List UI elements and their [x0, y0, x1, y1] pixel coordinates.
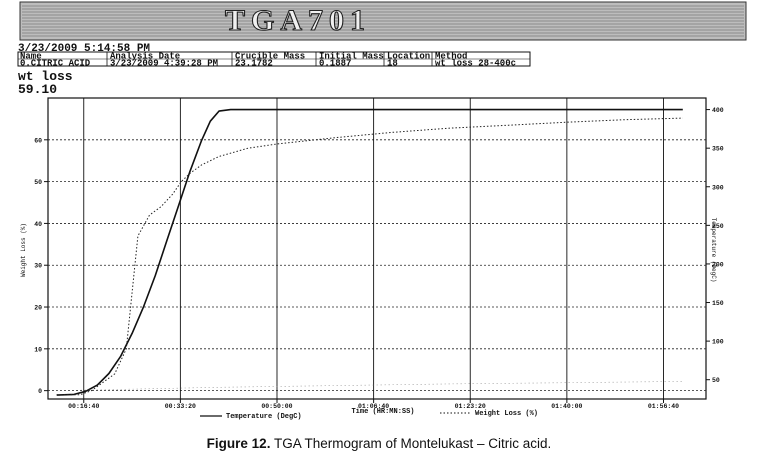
x-tick-label: 01:23:20	[455, 403, 486, 410]
col-method: Method	[435, 52, 467, 62]
figure-caption-text: TGA Thermogram of Montelukast – Citric a…	[270, 436, 552, 451]
result-value: 59.10	[18, 82, 57, 97]
figure-caption-label: Figure 12.	[206, 436, 271, 451]
y-right-tick-label: 250	[712, 223, 724, 230]
cell-name: 0.CITRIC ACID	[20, 59, 91, 69]
cell-analysis-date: 3/23/2009 4:39:28 PM	[110, 59, 218, 69]
y-right-tick-label: 200	[712, 261, 724, 268]
y-axis-left-label: Weight Loss (%)	[20, 223, 27, 277]
y-right-tick-label: 300	[712, 184, 724, 191]
temperature-line	[56, 108, 683, 396]
plot-frame	[47, 97, 707, 400]
col-location: Location	[387, 52, 430, 62]
plot-area: 0 10 20 30 40 50 60 50 100 150 200 250 300 350 400 00:1…	[34, 97, 724, 410]
y-right-tick-label: 100	[712, 339, 724, 346]
col-name: Name	[20, 52, 42, 62]
figure-caption: Figure 12. TGA Thermogram of Montelukast…	[0, 436, 758, 451]
info-table: Name Analysis Date Crucible Mass Initial…	[17, 51, 531, 69]
y-left-tick-label: 50	[34, 179, 42, 186]
x-axis-label: Time (HR:MN:SS)	[351, 408, 414, 416]
y-left-tick-label: 10	[34, 346, 42, 353]
x-tick-label: 01:56:40	[648, 403, 679, 410]
legend-temperature-label: Temperature (DegC)	[226, 413, 302, 421]
y-right-tick-label: 150	[712, 300, 724, 307]
y-left-tick-label: 40	[34, 221, 42, 228]
cell-method: wt loss 28-400c	[435, 59, 516, 69]
y-left-tick-label: 30	[34, 263, 42, 270]
x-tick-label: 01:40:00	[551, 403, 582, 410]
legend-weight-label: Weight Loss (%)	[475, 410, 538, 418]
y-axis-right-label: Temperature (DegC)	[710, 218, 717, 283]
x-tick-label: 00:50:00	[261, 403, 292, 410]
cell-crucible-mass: 23.1782	[235, 59, 273, 69]
y-right-tick-label: 350	[712, 146, 724, 153]
y-left-tick-label: 20	[34, 305, 42, 312]
legend: Temperature (DegC) Weight Loss (%)	[200, 410, 538, 421]
x-tick-label: 00:16:40	[68, 403, 99, 410]
weight-loss-line	[56, 117, 683, 396]
y-right-tick-label: 400	[712, 107, 724, 114]
title-text: TGA701	[225, 4, 371, 37]
title-banner: TGA701	[19, 1, 747, 41]
cell-location: 18	[387, 59, 398, 69]
x-tick-label: 00:33:20	[165, 403, 196, 410]
col-analysis-date: Analysis Date	[110, 52, 180, 62]
x-tick-label: 01:06:40	[358, 403, 389, 410]
col-initial-mass: Initial Mass	[319, 52, 384, 62]
y-left-tick-label: 0	[38, 388, 42, 395]
cell-initial-mass: 0.1887	[319, 59, 351, 69]
baseline-trace	[56, 381, 683, 391]
result-label: wt loss	[18, 69, 73, 84]
y-right-tick-label: 50	[712, 377, 720, 384]
y-left-tick-label: 60	[34, 137, 42, 144]
col-crucible-mass: Crucible Mass	[235, 52, 305, 62]
